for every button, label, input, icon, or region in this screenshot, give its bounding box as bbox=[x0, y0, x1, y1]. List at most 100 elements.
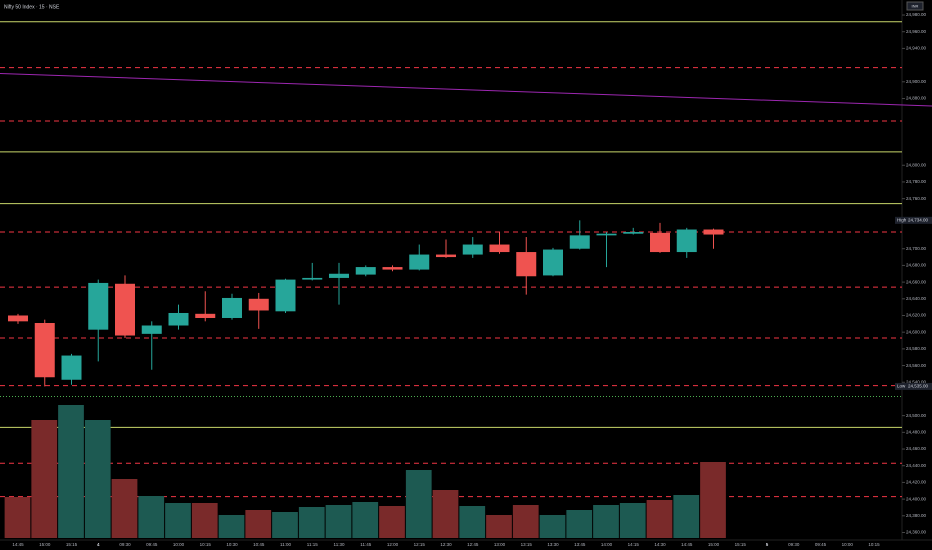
candle-body bbox=[462, 244, 483, 255]
x-tick-label: 11:45 bbox=[360, 542, 371, 547]
x-tick-label: 15:15 bbox=[66, 542, 78, 547]
x-tick-label: 13:45 bbox=[574, 542, 586, 547]
x-tick-label: 12:15 bbox=[414, 542, 426, 547]
volume-bar bbox=[619, 503, 646, 538]
candle-body bbox=[8, 315, 28, 322]
candle-body bbox=[355, 267, 376, 275]
x-tick-label: 09:30 bbox=[119, 542, 131, 547]
candle-body bbox=[436, 254, 456, 258]
volume-bar bbox=[272, 512, 298, 538]
y-tick-label: 24,460.00 bbox=[906, 446, 927, 451]
volume-bar bbox=[459, 506, 486, 538]
volume-bar bbox=[298, 507, 325, 538]
volume-bar bbox=[245, 510, 272, 538]
x-tick-label: 10:45 bbox=[253, 542, 265, 547]
x-tick-label: 14:15 bbox=[628, 542, 640, 547]
volume-bar bbox=[646, 500, 673, 538]
x-tick-label: 14:45 bbox=[12, 542, 24, 547]
y-tick-label: 24,640.00 bbox=[906, 296, 927, 301]
candle-body bbox=[543, 249, 563, 276]
y-tick-label: 24,500.00 bbox=[906, 413, 927, 418]
volume-bar bbox=[405, 470, 432, 538]
candle-body bbox=[650, 232, 670, 253]
y-tick-label: 24,620.00 bbox=[906, 313, 927, 318]
candle-body bbox=[489, 244, 510, 253]
y-tick-label: 24,660.00 bbox=[906, 279, 927, 284]
candle-body bbox=[275, 279, 296, 312]
x-tick-label: 10:15 bbox=[200, 542, 212, 547]
candle-body bbox=[409, 254, 430, 270]
x-tick-label: 10:00 bbox=[173, 542, 185, 547]
candle-body bbox=[61, 355, 82, 380]
x-tick-label: 12:00 bbox=[387, 542, 399, 547]
candle-body bbox=[569, 235, 590, 249]
candle-body bbox=[222, 297, 242, 318]
volume-bar bbox=[512, 505, 539, 538]
candle-body bbox=[516, 252, 537, 277]
volume-bar bbox=[352, 502, 379, 538]
volume-bar bbox=[4, 497, 31, 538]
x-tick-label: 15:15 bbox=[735, 542, 747, 547]
x-tick-label: 5 bbox=[766, 542, 769, 547]
x-tick-label: 4 bbox=[97, 542, 100, 547]
x-tick-label: 15:00 bbox=[39, 542, 51, 547]
y-tick-label: 24,580.00 bbox=[906, 346, 927, 351]
volume-bar bbox=[593, 505, 619, 538]
x-tick-label: 09:45 bbox=[815, 542, 827, 547]
y-tick-label: 24,400.00 bbox=[906, 496, 927, 501]
y-tick-label: 24,540.00 bbox=[906, 379, 927, 384]
x-tick-label: 14:45 bbox=[681, 542, 693, 547]
candle-body bbox=[88, 282, 109, 330]
candle-body bbox=[168, 312, 189, 326]
y-tick-label: 24,380.00 bbox=[906, 513, 927, 518]
y-tick-label: 24,980.00 bbox=[906, 12, 927, 17]
x-tick-label: 15:00 bbox=[708, 542, 720, 547]
volume-bar bbox=[31, 420, 58, 538]
y-tick-label: 24,960.00 bbox=[906, 29, 927, 34]
symbol-title: Nifty 50 Index · 15 · NSE bbox=[4, 4, 60, 10]
volume-bar bbox=[218, 515, 245, 538]
x-tick-label: 13:00 bbox=[494, 542, 506, 547]
x-tick-label: 11:00 bbox=[280, 542, 291, 547]
x-tick-label: 14:30 bbox=[654, 542, 666, 547]
x-tick-label: 09:30 bbox=[788, 542, 800, 547]
marker-name: High bbox=[897, 218, 907, 223]
candle-body bbox=[141, 325, 162, 334]
y-tick-label: 24,900.00 bbox=[906, 79, 927, 84]
volume-bar bbox=[432, 490, 459, 538]
volume-bar bbox=[138, 496, 165, 538]
x-tick-label: 10:15 bbox=[868, 542, 880, 547]
marker-box bbox=[895, 382, 932, 390]
volume-bar bbox=[191, 503, 218, 538]
volume-bar bbox=[325, 505, 352, 538]
volume-bar bbox=[58, 405, 84, 538]
marker-box bbox=[895, 216, 932, 224]
candle-body bbox=[34, 322, 55, 378]
volume-bar bbox=[700, 462, 726, 538]
x-tick-label: 11:15 bbox=[307, 542, 318, 547]
x-tick-label: 10:30 bbox=[226, 542, 238, 547]
currency-box bbox=[906, 1, 924, 11]
x-tick-label: 14:00 bbox=[601, 542, 613, 547]
y-tick-label: 24,700.00 bbox=[906, 246, 927, 251]
candle-body bbox=[676, 229, 697, 253]
y-tick-label: 24,880.00 bbox=[906, 96, 927, 101]
y-tick-label: 24,800.00 bbox=[906, 162, 927, 167]
volume-bar bbox=[84, 420, 111, 538]
volume-bar bbox=[165, 503, 191, 538]
volume-bar bbox=[486, 515, 512, 538]
volume-bar bbox=[673, 495, 700, 538]
candle-body bbox=[382, 267, 403, 270]
volume-bar bbox=[379, 506, 405, 538]
x-tick-label: 12:30 bbox=[440, 542, 452, 547]
volume-bar bbox=[539, 515, 566, 538]
x-tick-label: 11:30 bbox=[334, 542, 345, 547]
marker-name: Low bbox=[897, 384, 906, 389]
y-tick-label: 24,940.00 bbox=[906, 46, 927, 51]
y-tick-label: 24,420.00 bbox=[906, 480, 927, 485]
trend-line bbox=[0, 72, 932, 107]
candle-body bbox=[596, 233, 617, 236]
marker-value: 24,535.00 bbox=[908, 384, 929, 389]
candle-body bbox=[195, 313, 216, 318]
